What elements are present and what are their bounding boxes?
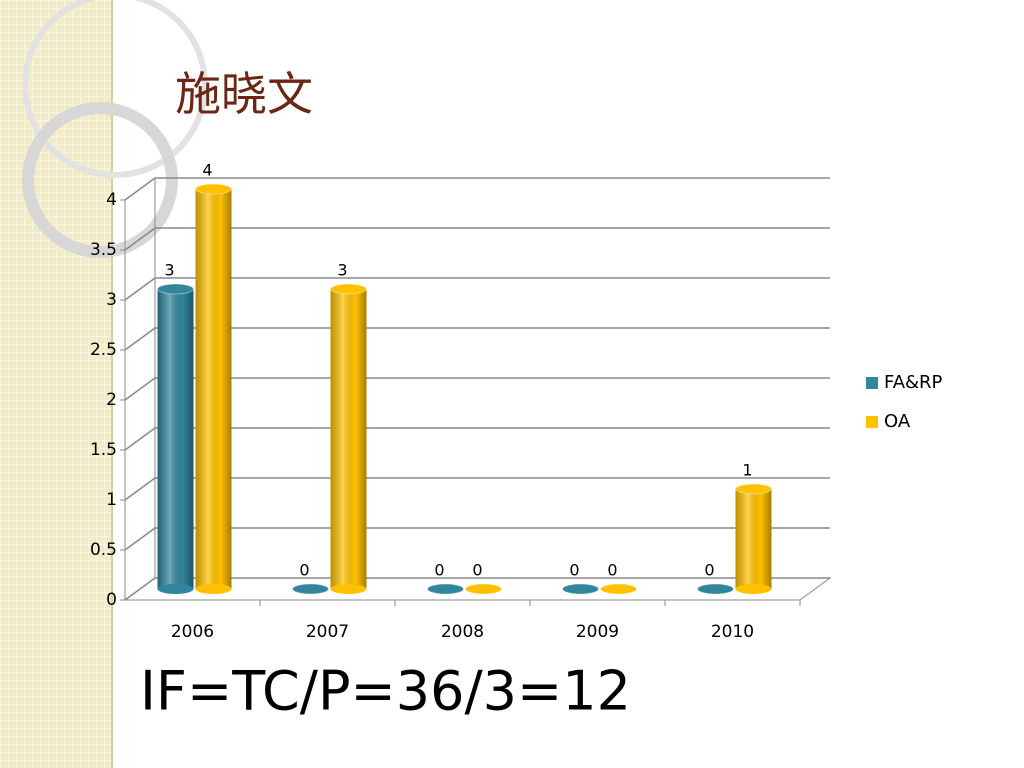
grid-line (124, 427, 830, 451)
data-label: 0 (472, 561, 482, 580)
bar (427, 583, 464, 595)
data-label: 4 (202, 161, 212, 180)
bar-top (465, 583, 502, 595)
deco-ring (22, 0, 208, 178)
data-label: 0 (434, 561, 444, 580)
legend-swatch (866, 377, 878, 389)
grid-line (124, 527, 830, 551)
data-label: 3 (164, 261, 174, 280)
grid-line (124, 277, 830, 301)
bar (465, 583, 502, 595)
deco-ring (22, 102, 178, 258)
grid-line (124, 177, 830, 201)
bar-top (427, 583, 464, 595)
bar-top (697, 583, 734, 595)
bar (157, 283, 194, 594)
data-label: 3 (337, 261, 347, 280)
bar (330, 283, 367, 594)
data-label: 0 (569, 561, 579, 580)
side-strip (0, 0, 112, 768)
bar-top (195, 183, 232, 195)
y-tick-label: 0 (106, 590, 117, 610)
bar-bottom (195, 584, 232, 594)
bar-shade (195, 189, 232, 589)
x-tick-label: 2010 (711, 622, 754, 642)
data-label: 0 (607, 561, 617, 580)
bar (735, 483, 772, 594)
plot: 0 0.5 1 1.5 2 2.5 3 3.5 4 2006 3 4 2007 0 3 2008 0 0 2009 0… (90, 161, 943, 643)
legend-swatch (866, 416, 878, 428)
legend-label: FA&RP (884, 372, 943, 393)
data-label: 0 (704, 561, 714, 580)
grid-line (124, 577, 830, 601)
bar-shade (735, 489, 772, 589)
x-tick-label: 2007 (306, 622, 349, 642)
bar-top (157, 283, 194, 295)
legend-label: OA (884, 411, 911, 432)
grid-line (124, 377, 830, 401)
bar (600, 583, 637, 595)
y-tick-label: 2 (106, 390, 117, 410)
annotation: IF=TC/P=36/3=12 (140, 660, 631, 723)
x-tick-label: 2008 (441, 622, 484, 642)
bar (292, 583, 329, 595)
data-label: 1 (742, 461, 752, 480)
y-tick-label: 3.5 (90, 240, 117, 260)
y-tick-label: 2.5 (90, 340, 117, 360)
grid-line (124, 327, 830, 351)
grid-line (124, 477, 830, 501)
bar-top (735, 483, 772, 495)
bar-shade (157, 289, 194, 589)
bar-bottom (330, 584, 367, 594)
bar-bottom (735, 584, 772, 594)
data-label: 0 (299, 561, 309, 580)
slide-title: 施晓文 (175, 67, 313, 121)
bar-shade (330, 289, 367, 589)
y-tick-label: 4 (106, 190, 117, 210)
bar (562, 583, 599, 595)
x-tick-label: 2009 (576, 622, 619, 642)
bar-top (292, 583, 329, 595)
y-tick-label: 0.5 (90, 540, 117, 560)
grid-line (124, 227, 830, 251)
bar-top (330, 283, 367, 295)
bar-top (600, 583, 637, 595)
bar (195, 183, 232, 594)
y-tick-label: 1.5 (90, 440, 117, 460)
bar-bottom (157, 584, 194, 594)
x-tick-label: 2006 (171, 622, 214, 642)
y-tick-label: 3 (106, 290, 117, 310)
y-tick-label: 1 (106, 490, 117, 510)
bar (697, 583, 734, 595)
bar-top (562, 583, 599, 595)
